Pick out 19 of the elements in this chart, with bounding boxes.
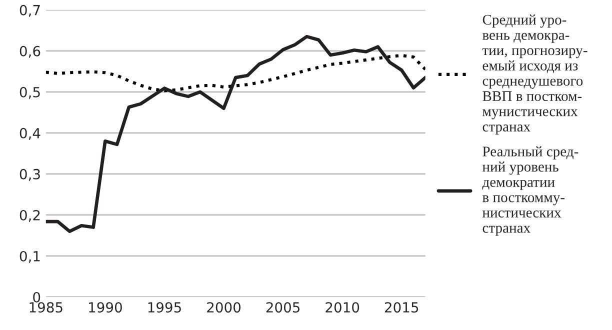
- y-tick-label: 0,1: [20, 250, 40, 263]
- y-tick-label: 0,7: [20, 4, 40, 17]
- x-tick-label: 2015: [384, 302, 418, 313]
- x-tick-label: 2010: [326, 302, 360, 313]
- y-tick-label: 0,4: [20, 128, 40, 140]
- line-series: [46, 54, 426, 92]
- x-tick-label: 1990: [89, 302, 122, 313]
- y-tick-label: 0,5: [20, 86, 40, 99]
- x-tick-label: 2000: [207, 302, 241, 313]
- y-tick-label: 0,3: [20, 168, 40, 181]
- x-tick-label: 2005: [266, 302, 300, 313]
- y-tick-label: 0,6: [20, 46, 40, 58]
- x-tick-label: 1995: [148, 302, 181, 313]
- legend-label: Средний уро- вень демокра- тии, прогнозиру- емый исходя из среднедушевого ВВП в постком- мунистических странах: [482, 14, 588, 135]
- line-series: [46, 34, 426, 234]
- y-tick-label: 0: [33, 292, 40, 302]
- x-tick-label: 1985: [30, 302, 62, 313]
- y-tick-label: 0,2: [20, 210, 40, 222]
- legend-label: Реальный сред- ний уровень демократии в посткомму- нистических странах: [482, 146, 578, 236]
